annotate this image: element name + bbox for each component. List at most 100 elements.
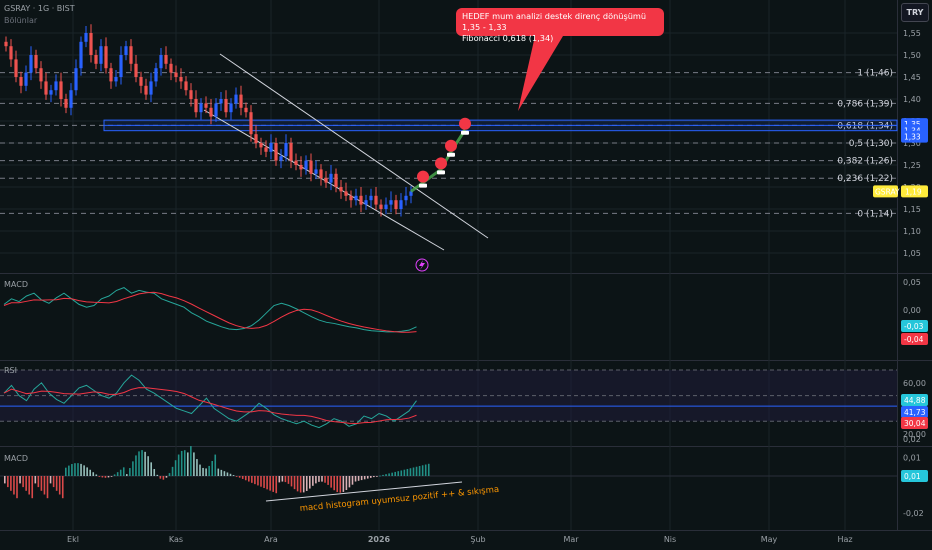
histogram-pane-title[interactable]: MACD — [4, 454, 28, 463]
histogram-bar — [217, 468, 220, 476]
histogram-bar — [156, 474, 159, 476]
histogram-bar — [83, 465, 85, 476]
histogram-bar — [388, 473, 390, 476]
histogram-bar — [196, 459, 198, 476]
candle-body — [399, 200, 403, 209]
rsi-band — [0, 369, 897, 422]
histogram-bar — [235, 476, 238, 477]
histogram-bar — [412, 467, 415, 476]
time-tick-label: 2026 — [368, 535, 391, 544]
candle-body — [299, 165, 303, 170]
candle-body — [319, 169, 323, 179]
candle-body — [194, 99, 198, 113]
candle-body — [44, 81, 48, 95]
symbol-title[interactable]: GSRAY · 1G · BIST — [4, 4, 75, 13]
macd-pane-title[interactable]: MACD — [4, 280, 28, 289]
histogram-trendline[interactable] — [265, 481, 463, 502]
histogram-bar — [248, 476, 250, 482]
target-callout[interactable]: HEDEF mum analizi destek direnç dönüşümü… — [456, 8, 664, 43]
histogram-bar — [424, 464, 427, 476]
histogram-annotation: macd histogram uyumsuz pozitif ++ & sıkı… — [299, 485, 499, 514]
histogram-bar — [220, 469, 223, 476]
candle-body — [324, 178, 328, 183]
candle-body — [114, 77, 118, 82]
fib-level-label: 0 (1,14) — [857, 209, 893, 219]
candle-body — [159, 55, 163, 69]
projection-bubble — [459, 117, 471, 130]
histogram-bar — [107, 476, 110, 478]
histogram-bar — [272, 476, 274, 492]
histogram-bar — [74, 463, 76, 476]
candle-body — [89, 33, 93, 55]
histogram-bar — [363, 476, 366, 480]
macd-tick-label: 0,05 — [903, 278, 921, 287]
histogram-bar — [138, 451, 140, 476]
histogram-bar — [16, 476, 18, 499]
lightning-icon[interactable] — [415, 258, 429, 272]
candle-body — [219, 99, 223, 104]
channel-upper-line[interactable] — [219, 53, 489, 239]
histogram-bar — [302, 476, 305, 493]
candle-body — [369, 195, 373, 201]
fib-level-label: 0,236 (1,22) — [837, 174, 893, 184]
histogram-bar — [336, 476, 339, 493]
histogram-bar — [214, 454, 217, 476]
candle-body — [269, 143, 273, 152]
fib-retracement[interactable]: 1 (1,46) 0,786 (1,39) 0,618 (1,34) 0,5 (1,3… — [0, 69, 898, 220]
histogram-bar — [199, 464, 201, 476]
histogram-bar — [46, 476, 49, 499]
price-tick-label: 1,15 — [903, 205, 921, 214]
projection-bubble-base — [419, 183, 427, 188]
histogram-bar — [104, 476, 107, 478]
candle-body — [389, 200, 393, 205]
candle-body — [254, 134, 258, 143]
candles — [4, 24, 413, 217]
candle-body — [199, 103, 203, 113]
fib-level-label: 0,5 (1,30) — [849, 139, 893, 149]
time-tick-label: Mar — [563, 535, 579, 544]
candle-body — [334, 173, 338, 187]
histogram-tick-label: 0,02 — [903, 435, 921, 444]
candle-body — [339, 187, 343, 192]
descending-channel[interactable] — [203, 53, 489, 251]
time-tick-label: Ekl — [67, 535, 79, 544]
rsi-signal-tag: 30,04 — [904, 419, 926, 428]
histogram-bar — [52, 476, 55, 488]
candle-body — [214, 103, 218, 117]
histogram-bar — [190, 446, 192, 476]
histogram-bar — [370, 476, 372, 478]
candle-body — [94, 55, 98, 64]
rsi-pane-title[interactable]: RSI — [4, 366, 17, 375]
histogram-bar — [55, 476, 58, 491]
candle-body — [109, 68, 113, 82]
rsi-signal-tag-bg — [901, 417, 928, 429]
histogram-bar — [284, 476, 287, 483]
projection-markers — [410, 117, 471, 193]
histogram-bar — [251, 476, 253, 483]
price-tick-label: 1,45 — [903, 73, 921, 82]
rsi-level-tag: 41,73 — [904, 408, 926, 417]
candle-body — [359, 195, 363, 205]
macd-value-tag-bg — [901, 320, 928, 332]
rsi-tick-label: 20,00 — [903, 430, 926, 439]
candle-body — [279, 156, 283, 161]
candle-body — [124, 46, 128, 55]
candle-body — [134, 63, 138, 77]
channel-lower-line[interactable] — [203, 109, 445, 251]
histogram-bar — [312, 476, 314, 486]
fib-level-label: 0,786 (1,39) — [837, 99, 893, 109]
histogram-bar — [119, 469, 122, 476]
histogram-bar — [211, 460, 213, 476]
candle-body — [39, 68, 43, 82]
price-tick-label: 1,10 — [903, 227, 921, 236]
currency-button[interactable]: TRY — [901, 3, 929, 22]
projection-bubble — [417, 170, 429, 183]
histogram-bar — [321, 476, 323, 482]
histogram-bar — [180, 450, 183, 476]
candle-body — [274, 143, 278, 161]
candle-body — [374, 195, 378, 205]
histogram-bar — [150, 462, 152, 476]
histogram-bar — [49, 476, 52, 484]
price-badge-symbol: GSRAY — [875, 187, 900, 196]
